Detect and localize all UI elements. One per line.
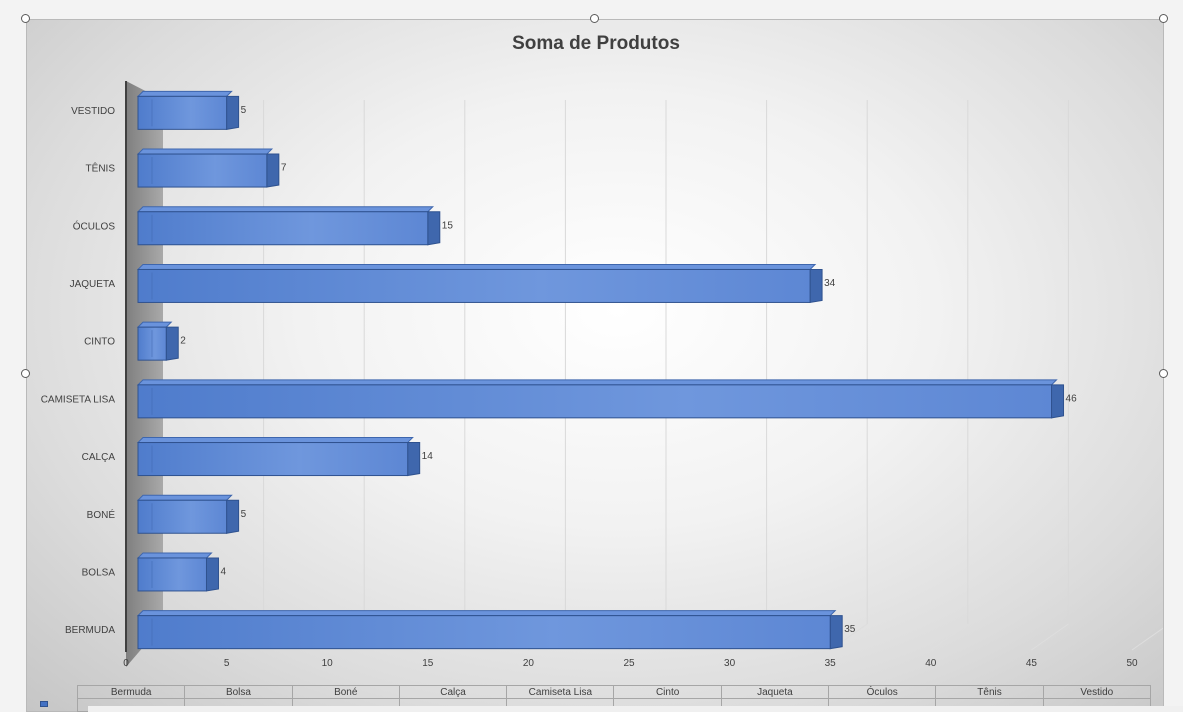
bar-end-face bbox=[165, 326, 179, 361]
data-table-legend-key bbox=[40, 701, 48, 707]
bar-end-face bbox=[205, 557, 219, 592]
bar-end-face bbox=[809, 268, 823, 304]
x-tick-label: 25 bbox=[623, 658, 635, 669]
gridline-floor bbox=[930, 623, 969, 651]
category-label: VESTIDO bbox=[71, 106, 115, 117]
data-table-header: Vestido bbox=[1042, 685, 1152, 699]
bar bbox=[137, 442, 409, 477]
data-label: 5 bbox=[241, 509, 247, 520]
bar bbox=[137, 95, 228, 130]
bar bbox=[137, 211, 429, 246]
resize-handle-middle-right[interactable] bbox=[1159, 369, 1168, 378]
resize-handle-top-right[interactable] bbox=[1159, 14, 1168, 23]
data-label: 46 bbox=[1066, 393, 1078, 404]
category-label: CAMISETA LISA bbox=[41, 394, 116, 405]
data-label: 34 bbox=[824, 278, 836, 289]
data-label: 14 bbox=[422, 451, 434, 462]
x-tick-label: 30 bbox=[724, 658, 736, 669]
category-label: BOLSA bbox=[82, 567, 116, 578]
bar bbox=[137, 384, 1053, 419]
bar-end-face bbox=[407, 442, 421, 477]
bar-top-face bbox=[136, 552, 213, 559]
gridline-floor bbox=[1031, 623, 1069, 651]
bar-end-face bbox=[266, 153, 280, 188]
bar-top-face bbox=[136, 379, 1058, 386]
bar-top-face bbox=[136, 494, 233, 501]
chart-title: Soma de Produtos bbox=[512, 33, 680, 54]
bar-end-face bbox=[226, 95, 240, 130]
bar bbox=[137, 557, 207, 592]
resize-handle-top-middle[interactable] bbox=[590, 14, 599, 23]
category-label: ÓCULOS bbox=[73, 219, 116, 232]
category-label: JAQUETA bbox=[70, 279, 116, 290]
bar bbox=[137, 499, 228, 534]
category-label: BERMUDA bbox=[65, 625, 115, 636]
bar-end-face bbox=[226, 499, 240, 534]
bar-top-face bbox=[136, 610, 837, 617]
x-tick-label: 40 bbox=[925, 658, 937, 669]
category-label: TÊNIS bbox=[86, 162, 116, 175]
data-label: 15 bbox=[442, 220, 454, 231]
x-tick-label: 5 bbox=[224, 658, 230, 669]
bar bbox=[137, 153, 268, 188]
x-tick-label: 0 bbox=[123, 658, 129, 669]
data-label: 5 bbox=[241, 105, 247, 116]
chart-plot: Soma de Produtos BERMUDA 35 BOLSA 4 BONÉ 5 CALÇ… bbox=[41, 33, 1163, 669]
data-table-header: Tênis bbox=[935, 685, 1044, 699]
data-table-header: Camiseta Lisa bbox=[506, 685, 615, 699]
bar-end-face bbox=[829, 615, 843, 650]
data-table-header: Bermuda bbox=[76, 685, 186, 699]
sheet-overlap-strip bbox=[88, 706, 1183, 712]
bar-top-face bbox=[136, 321, 173, 328]
bar-end-face bbox=[427, 211, 441, 246]
x-tick-label: 35 bbox=[825, 658, 837, 669]
data-label: 2 bbox=[180, 336, 186, 347]
resize-handle-top-left[interactable] bbox=[21, 14, 30, 23]
bar bbox=[137, 615, 831, 650]
bar-end-face bbox=[1051, 384, 1065, 419]
data-label: 7 bbox=[281, 163, 287, 174]
data-table-header: Boné bbox=[291, 685, 400, 699]
data-table-header: Óculos bbox=[828, 685, 937, 699]
bar bbox=[137, 268, 811, 303]
bar-top-face bbox=[136, 206, 435, 213]
data-table-header: Cinto bbox=[613, 685, 722, 699]
category-label: BONÉ bbox=[87, 508, 116, 521]
x-tick-label: 10 bbox=[322, 658, 334, 669]
bar-top-face bbox=[136, 90, 233, 97]
data-label: 4 bbox=[220, 566, 226, 577]
chart-area[interactable]: Soma de Produtos BERMUDA 35 BOLSA 4 BONÉ 5 CALÇ… bbox=[26, 19, 1164, 712]
gridline-floor bbox=[1131, 627, 1163, 651]
x-tick-label: 50 bbox=[1126, 658, 1138, 669]
x-tick-label: 15 bbox=[422, 658, 434, 669]
bar-top-face bbox=[136, 437, 414, 444]
x-tick-label: 45 bbox=[1026, 658, 1038, 669]
x-tick-label: 20 bbox=[523, 658, 535, 669]
category-label: CINTO bbox=[84, 337, 115, 348]
data-table-header: Jaqueta bbox=[720, 685, 830, 699]
bar-top-face bbox=[136, 148, 274, 155]
data-table-header: Calça bbox=[398, 685, 508, 699]
data-table-header-row: Bermuda Bolsa Boné Calça Camiseta Lisa C… bbox=[76, 685, 1152, 699]
data-label: 35 bbox=[844, 624, 856, 635]
resize-handle-middle-left[interactable] bbox=[21, 369, 30, 378]
data-table-header: Bolsa bbox=[184, 685, 293, 699]
category-label: CALÇA bbox=[82, 452, 116, 463]
bar-top-face bbox=[136, 263, 817, 270]
